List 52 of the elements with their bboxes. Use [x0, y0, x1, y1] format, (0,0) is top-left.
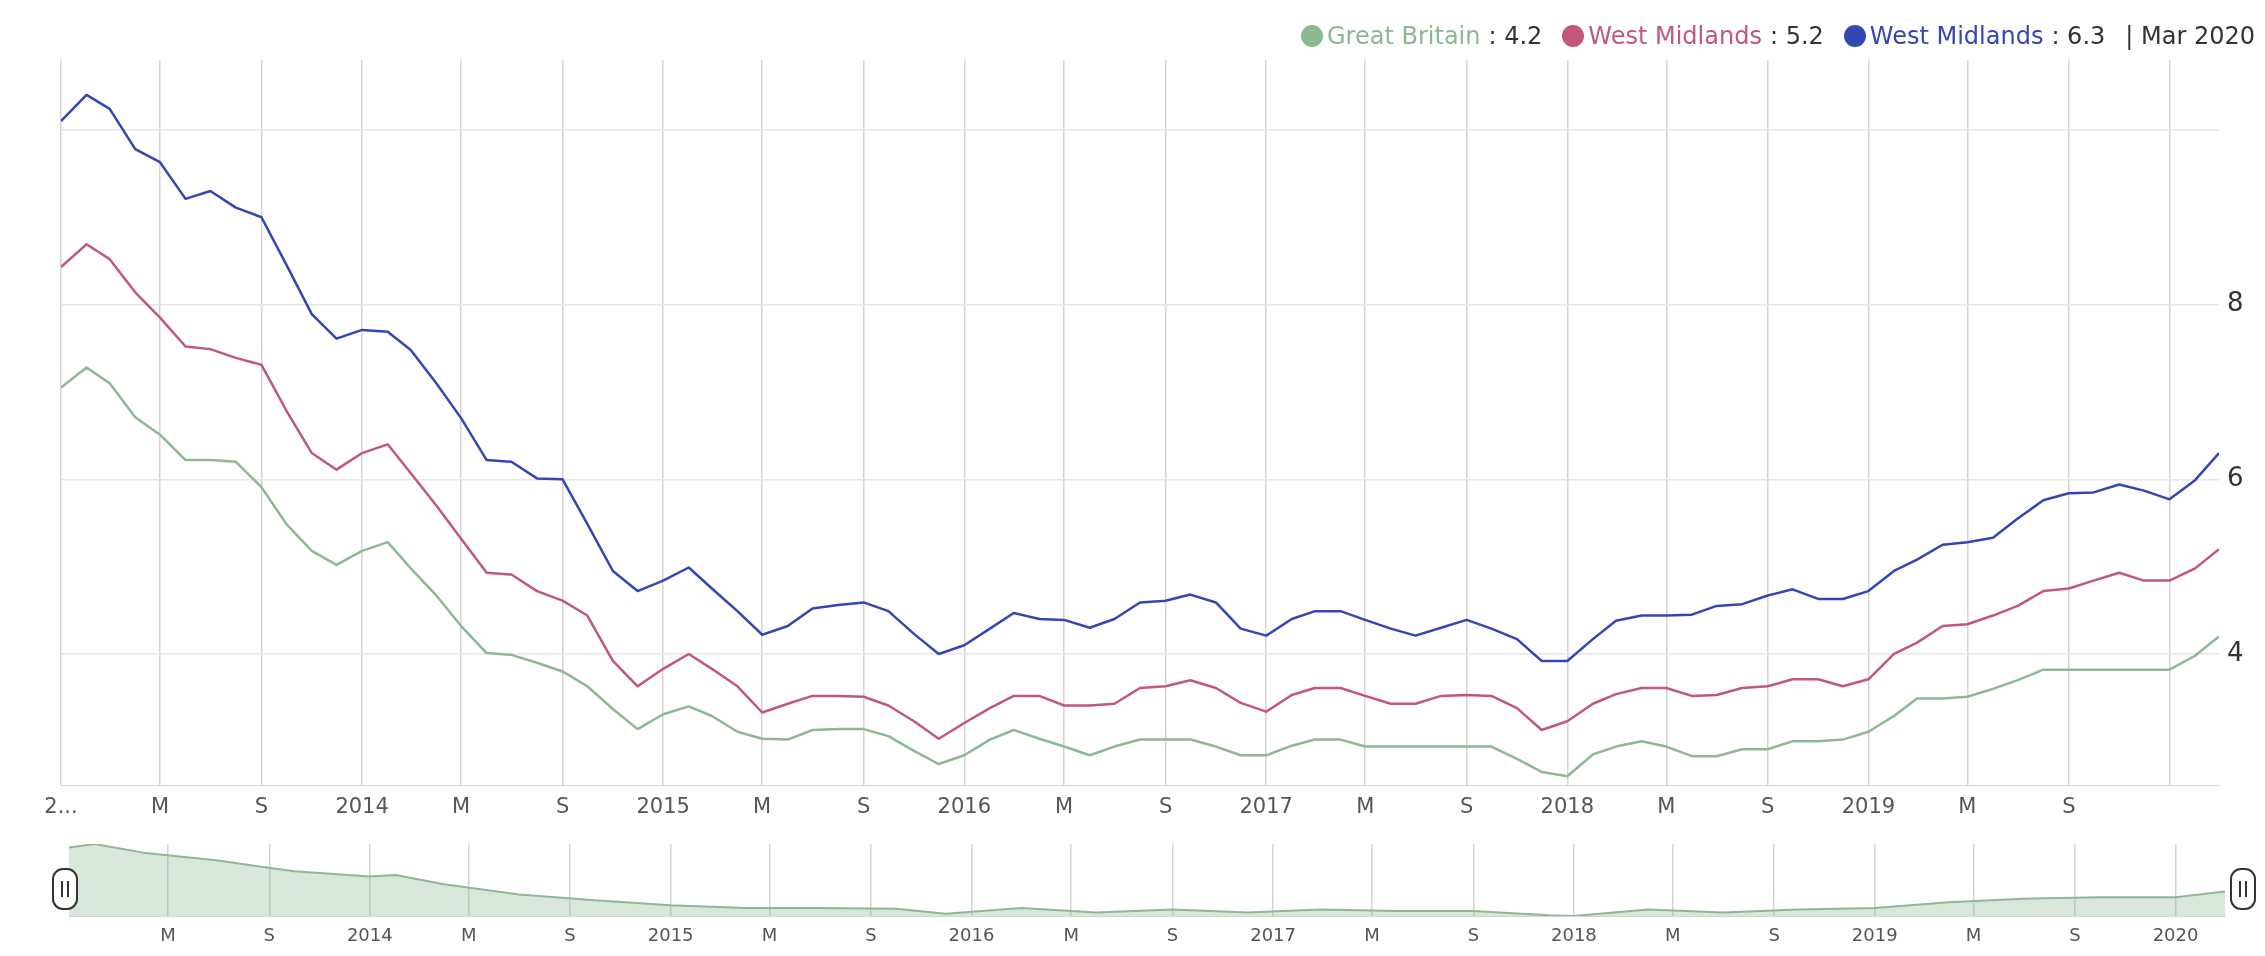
- text: : 4.2: [1488, 22, 1543, 50]
- x-tick-label: 2016: [937, 794, 992, 819]
- x-tick-label: M: [1356, 794, 1375, 819]
- x-tick-label: 2016: [948, 924, 995, 946]
- y-tick-label: 6: [2227, 462, 2244, 493]
- x-tick-label: M: [1965, 924, 1982, 946]
- x-tick-label: S: [1768, 924, 1780, 946]
- x-tick-label: 2019: [1841, 794, 1896, 819]
- legend-label: West Midlands: [1588, 22, 1762, 50]
- x-tick-label: M: [1958, 794, 1977, 819]
- x-tick-label: 2015: [636, 794, 690, 819]
- legend-label: West Midlands: [1869, 22, 2044, 50]
- x-tick-label: S: [2062, 794, 2076, 819]
- x-tick-label: 2018: [1551, 924, 1597, 946]
- x-tick-label: S: [2069, 924, 2081, 946]
- x-tick-label: S: [254, 794, 269, 819]
- text: : 6.3: [2051, 22, 2106, 50]
- x-tick-label: M: [452, 794, 471, 819]
- x-tick-label: S: [1467, 924, 1480, 946]
- x-tick-label: 2017: [1250, 924, 1296, 946]
- x-tick-label: 2...: [44, 794, 78, 819]
- x-tick-label: S: [263, 924, 275, 946]
- legend-label: Great Britain: [1327, 22, 1481, 50]
- x-tick-label: M: [1665, 924, 1681, 946]
- text: : 5.2: [1769, 22, 1824, 50]
- x-tick-label: 2019: [1851, 924, 1898, 946]
- x-tick-label: M: [1364, 924, 1380, 946]
- x-tick-label: 2014: [335, 794, 389, 819]
- x-tick-label: M: [1055, 794, 1074, 819]
- y-tick-label: 4: [2227, 636, 2244, 667]
- x-tick-label: S: [564, 924, 576, 946]
- x-tick-label: 2015: [647, 924, 694, 946]
- x-tick-label: S: [1158, 794, 1173, 819]
- x-tick-label: M: [1063, 924, 1079, 946]
- x-tick-label: S: [1460, 794, 1474, 819]
- x-tick-label: S: [1166, 924, 1179, 946]
- y-tick-label: 8: [2227, 287, 2244, 318]
- x-tick-label: 2017: [1239, 794, 1293, 819]
- x-tick-label: 2020: [2152, 924, 2199, 946]
- x-tick-label: M: [460, 924, 477, 946]
- x-tick-label: M: [150, 794, 170, 819]
- text: | Mar 2020: [2125, 22, 2255, 50]
- x-tick-label: M: [761, 924, 778, 946]
- x-tick-label: 2014: [346, 924, 393, 946]
- x-tick-label: S: [555, 794, 570, 819]
- x-tick-label: S: [1761, 794, 1775, 819]
- x-tick-label: M: [1657, 794, 1676, 819]
- x-tick-label: 2018: [1540, 794, 1595, 819]
- x-tick-label: S: [856, 794, 871, 819]
- x-tick-label: S: [865, 924, 877, 946]
- x-tick-label: M: [160, 924, 176, 946]
- x-tick-label: M: [753, 794, 772, 819]
